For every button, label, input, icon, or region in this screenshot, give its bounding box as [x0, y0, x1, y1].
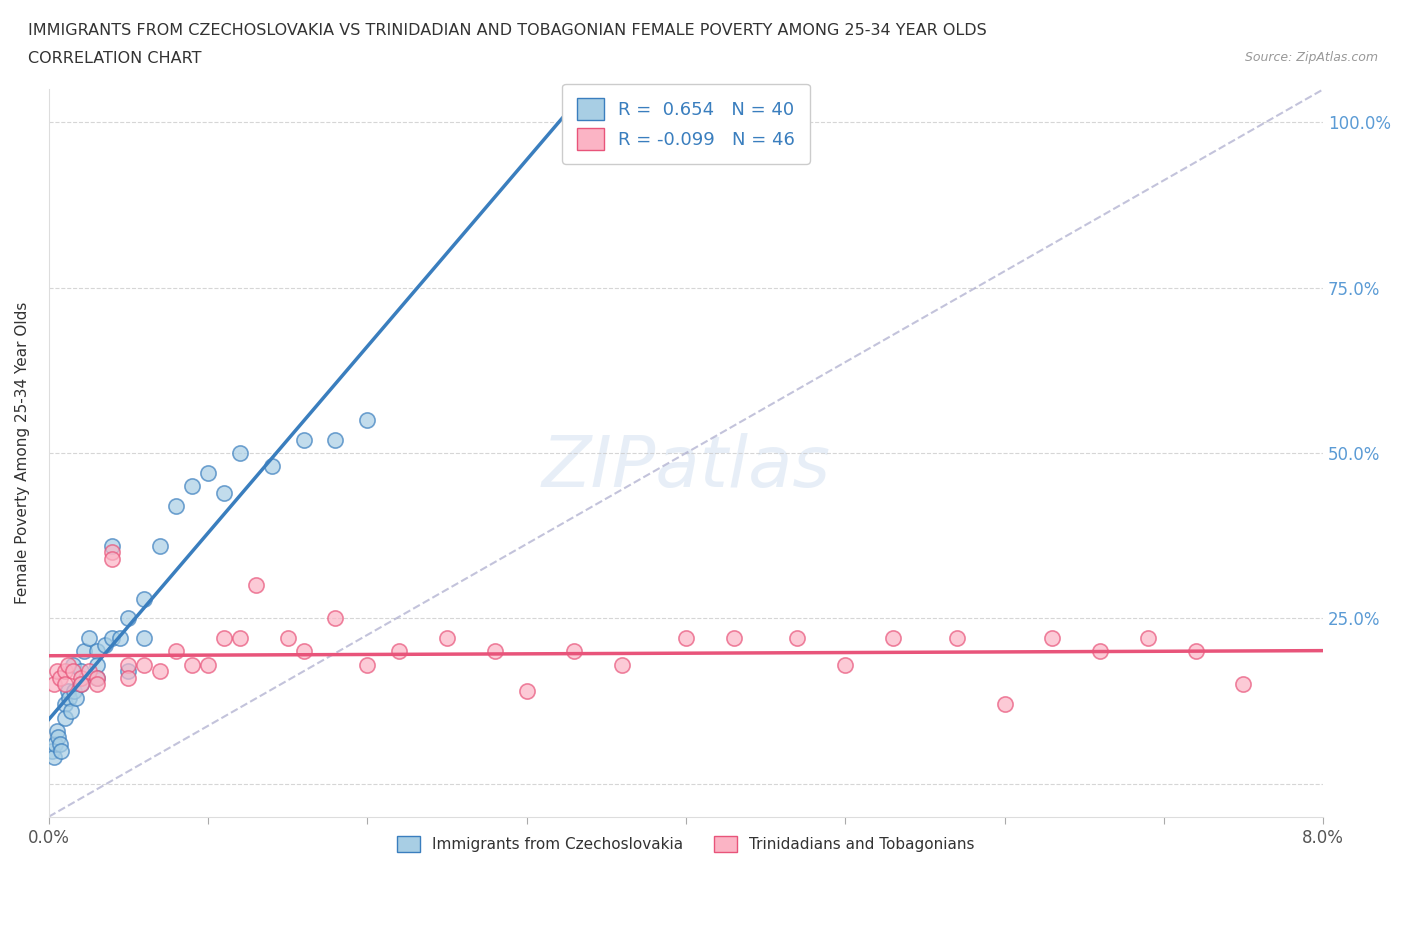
Point: [62, 664, 84, 679]
Point: [212, 631, 235, 645]
Point: [356, 413, 378, 428]
Point: [86, 658, 108, 672]
Point: [53, 677, 76, 692]
Text: CORRELATION CHART: CORRELATION CHART: [28, 51, 201, 66]
Point: [69, 671, 91, 685]
Point: [325, 611, 347, 626]
Point: [42, 677, 65, 692]
Text: Source: ZipAtlas.com: Source: ZipAtlas.com: [1244, 51, 1378, 64]
Point: [181, 479, 204, 494]
Point: [786, 631, 808, 645]
Point: [292, 432, 315, 447]
Point: [101, 551, 124, 566]
Point: [612, 658, 634, 672]
Point: [149, 664, 172, 679]
Point: [245, 578, 267, 592]
Point: [181, 658, 204, 672]
Point: [325, 432, 347, 447]
Point: [165, 498, 187, 513]
Point: [69, 664, 91, 679]
Point: [260, 458, 283, 473]
Point: [69, 677, 91, 692]
Point: [45, 664, 67, 679]
Point: [1184, 644, 1206, 658]
Point: [53, 711, 76, 725]
Point: [117, 658, 139, 672]
Point: [134, 591, 156, 606]
Point: [41, 743, 63, 758]
Text: ZIPatlas: ZIPatlas: [541, 433, 831, 502]
Point: [212, 485, 235, 500]
Point: [388, 644, 411, 658]
Point: [53, 697, 76, 711]
Point: [834, 658, 856, 672]
Point: [134, 631, 156, 645]
Point: [1088, 644, 1111, 658]
Point: [63, 684, 86, 698]
Legend: Immigrants from Czechoslovakia, Trinidadians and Tobagonians: Immigrants from Czechoslovakia, Trinidad…: [389, 829, 983, 860]
Point: [134, 658, 156, 672]
Point: [197, 465, 219, 480]
Point: [44, 737, 66, 751]
Point: [53, 664, 76, 679]
Point: [1136, 631, 1159, 645]
Point: [49, 671, 72, 685]
Point: [993, 697, 1015, 711]
Point: [197, 658, 219, 672]
Point: [436, 631, 458, 645]
Point: [117, 611, 139, 626]
Point: [292, 644, 315, 658]
Point: [93, 637, 115, 652]
Point: [165, 644, 187, 658]
Point: [51, 743, 73, 758]
Point: [49, 737, 72, 751]
Point: [101, 538, 124, 553]
Point: [484, 644, 506, 658]
Point: [69, 677, 91, 692]
Point: [60, 703, 83, 718]
Point: [117, 664, 139, 679]
Point: [77, 631, 100, 645]
Point: [110, 631, 132, 645]
Point: [101, 631, 124, 645]
Point: [117, 671, 139, 685]
Point: [73, 644, 96, 658]
Point: [723, 631, 745, 645]
Point: [62, 658, 84, 672]
Point: [882, 631, 904, 645]
Point: [46, 730, 69, 745]
Point: [56, 684, 79, 698]
Point: [1040, 631, 1063, 645]
Point: [675, 631, 697, 645]
Point: [1232, 677, 1254, 692]
Point: [564, 644, 586, 658]
Point: [45, 724, 67, 738]
Point: [86, 644, 108, 658]
Y-axis label: Female Poverty Among 25-34 Year Olds: Female Poverty Among 25-34 Year Olds: [15, 302, 30, 604]
Point: [229, 631, 252, 645]
Point: [42, 750, 65, 764]
Point: [516, 684, 538, 698]
Point: [58, 690, 80, 705]
Point: [149, 538, 172, 553]
Point: [77, 664, 100, 679]
Point: [65, 690, 87, 705]
Point: [86, 671, 108, 685]
Point: [945, 631, 967, 645]
Point: [86, 671, 108, 685]
Text: IMMIGRANTS FROM CZECHOSLOVAKIA VS TRINIDADIAN AND TOBAGONIAN FEMALE POVERTY AMON: IMMIGRANTS FROM CZECHOSLOVAKIA VS TRINID…: [28, 23, 987, 38]
Point: [86, 677, 108, 692]
Point: [277, 631, 299, 645]
Point: [101, 545, 124, 560]
Point: [356, 658, 378, 672]
Point: [56, 658, 79, 672]
Point: [229, 445, 252, 460]
